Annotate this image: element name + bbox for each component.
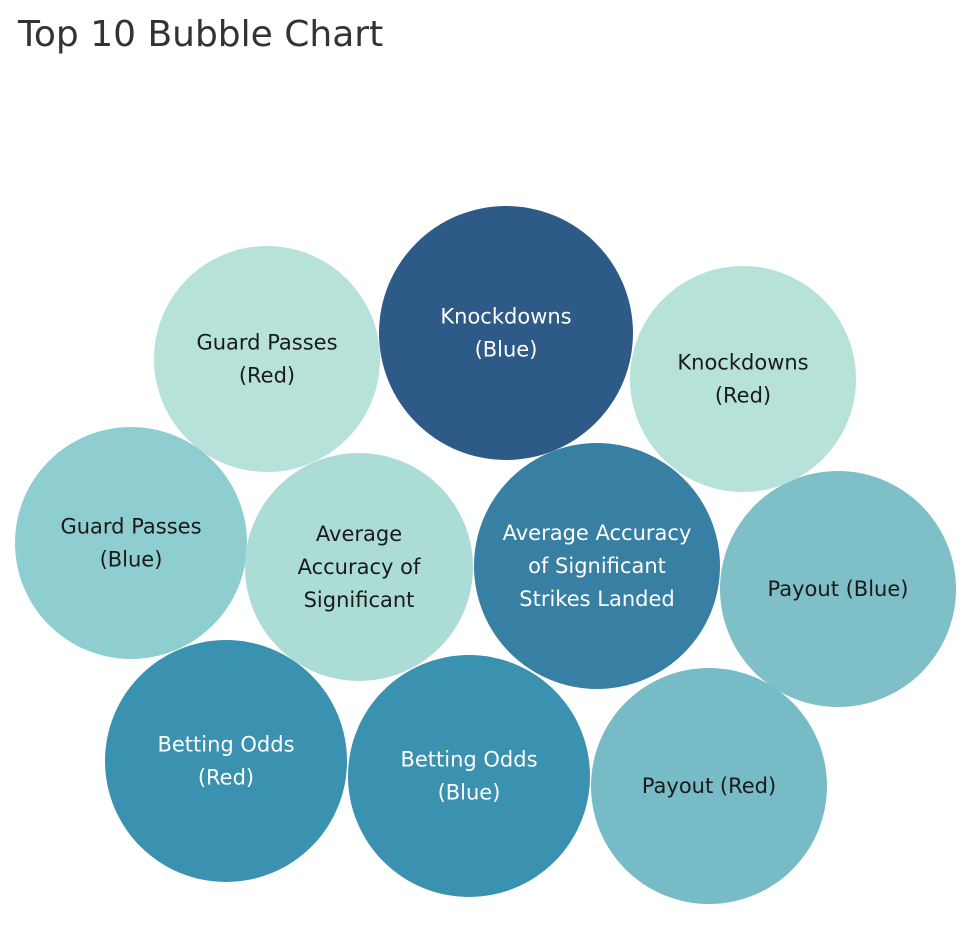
bubble-label: Strikes Landed (519, 587, 674, 611)
bubble: Guard Passes (Blue) (15, 427, 247, 659)
bubble-label: (Blue) (438, 781, 501, 805)
bubble: Payout (Blue) (720, 471, 956, 707)
bubble-circle (15, 427, 247, 659)
bubble: Knockdowns (Red) (630, 266, 856, 492)
bubble-label: Guard Passes (60, 515, 201, 539)
bubble-label: Average (316, 522, 402, 546)
bubble-circle (245, 453, 473, 681)
bubble-circle (720, 471, 956, 707)
bubble-label: (Red) (239, 364, 295, 388)
bubble: Average Accuracy of Significant Strikes La… (474, 443, 720, 689)
bubble-label: Significant (304, 588, 415, 612)
bubble-circle (379, 206, 633, 460)
chart-title: Top 10 Bubble Chart (18, 14, 384, 55)
bubble-label: Payout (Blue) (768, 577, 909, 601)
bubble: Guard Passes (Red) (154, 246, 380, 472)
bubble-circle (591, 668, 827, 904)
bubble-label: Accuracy of (298, 555, 421, 579)
bubble-label: Average Accuracy (503, 521, 692, 545)
bubble-label: of Significant (528, 554, 666, 578)
bubble: Knockdowns (Blue) (379, 206, 633, 460)
bubble-label: Payout (Red) (642, 774, 776, 798)
bubble-label: Knockdowns (677, 351, 808, 375)
bubble-circle (630, 266, 856, 492)
bubble-circle (348, 655, 590, 897)
bubble: Average Accuracy of Significant (245, 453, 473, 681)
bubble-label: Betting Odds (157, 733, 294, 757)
bubble: Betting Odds (Blue) (348, 655, 590, 897)
bubble-label: (Red) (715, 384, 771, 408)
bubble-label: (Red) (198, 766, 254, 790)
bubble-circle (105, 640, 347, 882)
bubble: Betting Odds (Red) (105, 640, 347, 882)
bubble-label: (Blue) (100, 548, 163, 572)
bubble-circle (474, 443, 720, 689)
bubble-label: Guard Passes (196, 331, 337, 355)
bubble: Payout (Red) (591, 668, 827, 904)
bubble-circle (154, 246, 380, 472)
bubble-label: (Blue) (475, 338, 538, 362)
bubble-label: Betting Odds (400, 748, 537, 772)
bubble-label: Knockdowns (440, 305, 571, 329)
